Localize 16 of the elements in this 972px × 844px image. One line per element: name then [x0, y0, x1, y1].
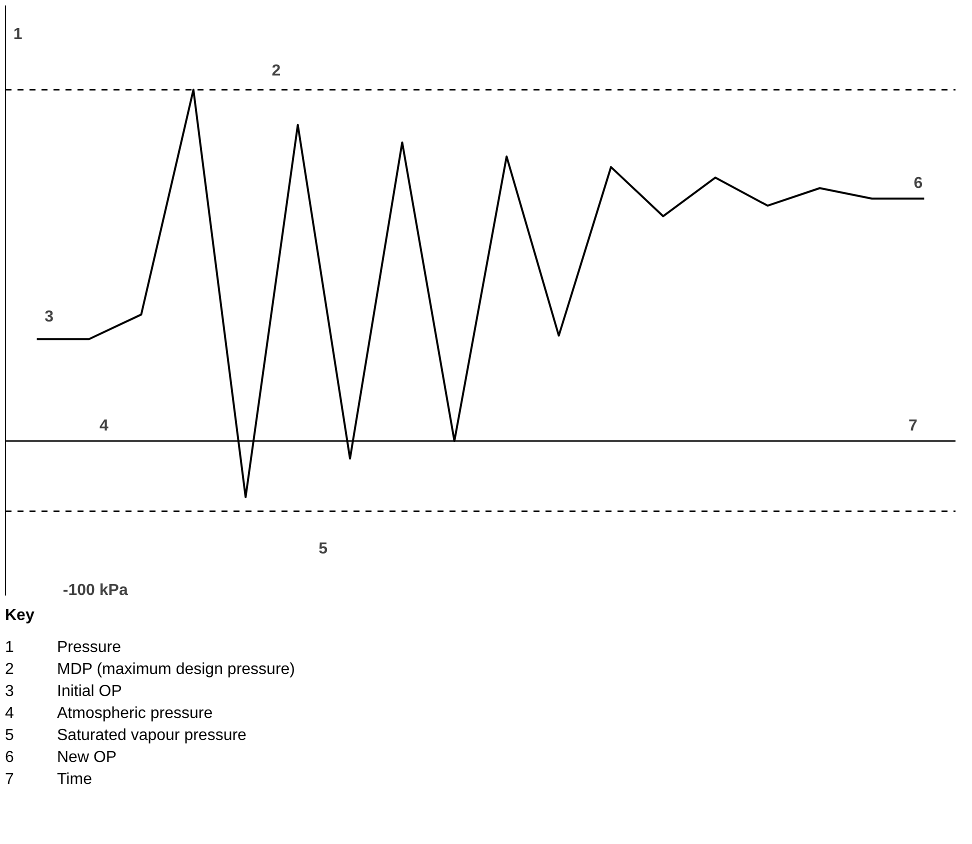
text: 2 [272, 62, 281, 80]
annotation: 6 [914, 175, 923, 192]
text: Key [5, 606, 36, 626]
text: 4 Atmospheric pressure [5, 705, 213, 722]
text: 6 New OP [5, 749, 117, 766]
annotation: 3 [44, 308, 54, 326]
text: 2 MDP (maximum design pressure) [5, 661, 295, 678]
text: -100 kPa [62, 582, 128, 600]
text: 7 Time [5, 771, 92, 788]
text: 5 [318, 540, 328, 558]
text: 3 Initial OP [5, 683, 122, 700]
text: 1 Pressure [5, 639, 122, 656]
annotation: 4 [99, 417, 108, 434]
annotation: 7 [908, 417, 918, 434]
text: 1 [13, 26, 22, 44]
text: 5 Saturated vapour pressure [5, 727, 246, 744]
